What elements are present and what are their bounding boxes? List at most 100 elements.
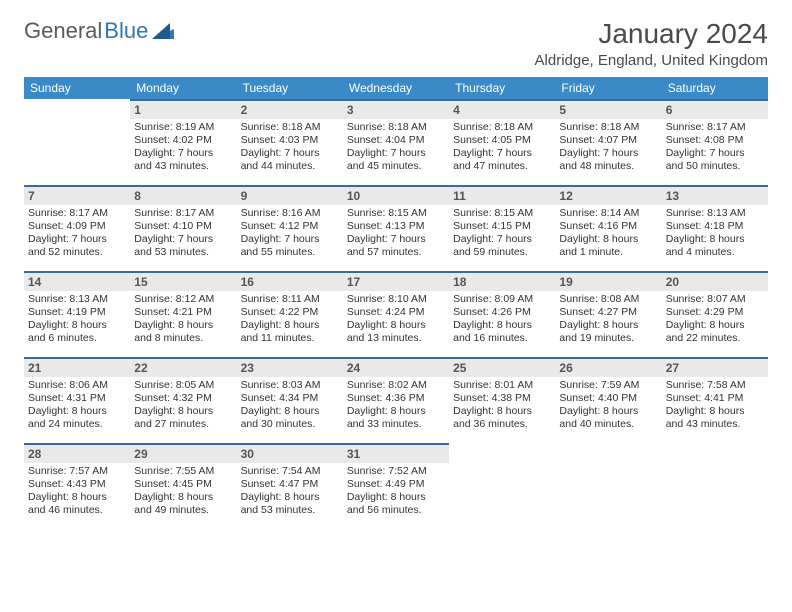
brand-name-2: Blue — [104, 18, 148, 44]
calendar-cell: 25Sunrise: 8:01 AMSunset: 4:38 PMDayligh… — [449, 357, 555, 443]
day-number: 20 — [662, 273, 768, 291]
sunset-line: Sunset: 4:36 PM — [347, 392, 445, 405]
daylight-line: Daylight: 8 hours and 11 minutes. — [241, 319, 339, 345]
day-number: 30 — [237, 445, 343, 463]
calendar-cell — [24, 99, 130, 185]
day-number: 4 — [449, 101, 555, 119]
sunrise-line: Sunrise: 7:59 AM — [559, 379, 657, 392]
sunset-line: Sunset: 4:47 PM — [241, 478, 339, 491]
sunrise-line: Sunrise: 8:05 AM — [134, 379, 232, 392]
day-number: 15 — [130, 273, 236, 291]
calendar-cell: 7Sunrise: 8:17 AMSunset: 4:09 PMDaylight… — [24, 185, 130, 271]
day-number: 6 — [662, 101, 768, 119]
sunrise-line: Sunrise: 8:16 AM — [241, 207, 339, 220]
weekday-header: Monday — [130, 77, 236, 99]
calendar-cell: 6Sunrise: 8:17 AMSunset: 4:08 PMDaylight… — [662, 99, 768, 185]
sunrise-line: Sunrise: 8:13 AM — [666, 207, 764, 220]
daylight-line: Daylight: 7 hours and 45 minutes. — [347, 147, 445, 173]
weekday-header: Tuesday — [237, 77, 343, 99]
daylight-line: Daylight: 8 hours and 13 minutes. — [347, 319, 445, 345]
sunset-line: Sunset: 4:31 PM — [28, 392, 126, 405]
sunset-line: Sunset: 4:43 PM — [28, 478, 126, 491]
day-number: 19 — [555, 273, 661, 291]
page-title: January 2024 — [535, 18, 768, 50]
sunset-line: Sunset: 4:27 PM — [559, 306, 657, 319]
sunrise-line: Sunrise: 8:18 AM — [453, 121, 551, 134]
sunset-line: Sunset: 4:15 PM — [453, 220, 551, 233]
day-number: 17 — [343, 273, 449, 291]
sunrise-line: Sunrise: 7:58 AM — [666, 379, 764, 392]
calendar-cell: 18Sunrise: 8:09 AMSunset: 4:26 PMDayligh… — [449, 271, 555, 357]
day-number: 1 — [130, 101, 236, 119]
day-number: 31 — [343, 445, 449, 463]
calendar-header-row: SundayMondayTuesdayWednesdayThursdayFrid… — [24, 77, 768, 99]
day-number: 16 — [237, 273, 343, 291]
calendar-cell — [662, 443, 768, 529]
sunrise-line: Sunrise: 8:10 AM — [347, 293, 445, 306]
sunset-line: Sunset: 4:22 PM — [241, 306, 339, 319]
day-number: 11 — [449, 187, 555, 205]
daylight-line: Daylight: 8 hours and 33 minutes. — [347, 405, 445, 431]
daylight-line: Daylight: 7 hours and 44 minutes. — [241, 147, 339, 173]
sunrise-line: Sunrise: 8:15 AM — [347, 207, 445, 220]
sunset-line: Sunset: 4:08 PM — [666, 134, 764, 147]
calendar-cell: 21Sunrise: 8:06 AMSunset: 4:31 PMDayligh… — [24, 357, 130, 443]
calendar-cell: 30Sunrise: 7:54 AMSunset: 4:47 PMDayligh… — [237, 443, 343, 529]
header: GeneralBlue January 2024 Aldridge, Engla… — [24, 18, 768, 69]
sunset-line: Sunset: 4:40 PM — [559, 392, 657, 405]
sunrise-line: Sunrise: 8:18 AM — [241, 121, 339, 134]
day-number: 22 — [130, 359, 236, 377]
day-number: 29 — [130, 445, 236, 463]
calendar-cell: 15 Sunrise: 8:12 AMSunset: 4:21 PMDayligh… — [130, 271, 236, 357]
weekday-header: Sunday — [24, 77, 130, 99]
calendar-cell: 12Sunrise: 8:14 AMSunset: 4:16 PMDayligh… — [555, 185, 661, 271]
weekday-header: Thursday — [449, 77, 555, 99]
calendar-body: 1Sunrise: 8:19 AMSunset: 4:02 PMDaylight… — [24, 99, 768, 529]
sunrise-line: Sunrise: 8:17 AM — [134, 207, 232, 220]
sunrise-line: Sunrise: 8:18 AM — [559, 121, 657, 134]
daylight-line: Daylight: 7 hours and 52 minutes. — [28, 233, 126, 259]
day-number: 27 — [662, 359, 768, 377]
daylight-line: Daylight: 7 hours and 48 minutes. — [559, 147, 657, 173]
sunset-line: Sunset: 4:26 PM — [453, 306, 551, 319]
sunset-line: Sunset: 4:03 PM — [241, 134, 339, 147]
sunrise-line: Sunrise: 8:06 AM — [28, 379, 126, 392]
brand-flag-icon — [152, 23, 174, 39]
day-number: 9 — [237, 187, 343, 205]
calendar-cell: 31Sunrise: 7:52 AMSunset: 4:49 PMDayligh… — [343, 443, 449, 529]
daylight-line: Daylight: 8 hours and 19 minutes. — [559, 319, 657, 345]
sunrise-line: Sunrise: 8:02 AM — [347, 379, 445, 392]
sunrise-line: Sunrise: 8:09 AM — [453, 293, 551, 306]
daylight-line: Daylight: 8 hours and 1 minute. — [559, 233, 657, 259]
calendar-cell — [555, 443, 661, 529]
brand-name-1: General — [24, 18, 102, 44]
calendar-cell: 10Sunrise: 8:15 AMSunset: 4:13 PMDayligh… — [343, 185, 449, 271]
day-number: 3 — [343, 101, 449, 119]
location-text: Aldridge, England, United Kingdom — [535, 52, 768, 69]
weekday-header: Saturday — [662, 77, 768, 99]
sunset-line: Sunset: 4:21 PM — [134, 306, 232, 319]
daylight-line: Daylight: 8 hours and 8 minutes. — [134, 319, 232, 345]
day-number: 5 — [555, 101, 661, 119]
sunrise-line: Sunrise: 8:19 AM — [134, 121, 232, 134]
calendar-cell: 29Sunrise: 7:55 AMSunset: 4:45 PMDayligh… — [130, 443, 236, 529]
sunset-line: Sunset: 4:13 PM — [347, 220, 445, 233]
calendar-cell: 8Sunrise: 8:17 AMSunset: 4:10 PMDaylight… — [130, 185, 236, 271]
daylight-line: Daylight: 8 hours and 30 minutes. — [241, 405, 339, 431]
daylight-line: Daylight: 7 hours and 57 minutes. — [347, 233, 445, 259]
sunrise-line: Sunrise: 7:54 AM — [241, 465, 339, 478]
calendar-cell: 13Sunrise: 8:13 AMSunset: 4:18 PMDayligh… — [662, 185, 768, 271]
sunset-line: Sunset: 4:09 PM — [28, 220, 126, 233]
sunset-line: Sunset: 4:32 PM — [134, 392, 232, 405]
sunset-line: Sunset: 4:49 PM — [347, 478, 445, 491]
sunset-line: Sunset: 4:12 PM — [241, 220, 339, 233]
sunset-line: Sunset: 4:16 PM — [559, 220, 657, 233]
sunrise-line: Sunrise: 8:12 AM — [134, 293, 232, 306]
daylight-line: Daylight: 8 hours and 49 minutes. — [134, 491, 232, 517]
daylight-line: Daylight: 7 hours and 53 minutes. — [134, 233, 232, 259]
calendar-cell: 20Sunrise: 8:07 AMSunset: 4:29 PMDayligh… — [662, 271, 768, 357]
sunset-line: Sunset: 4:34 PM — [241, 392, 339, 405]
daylight-line: Daylight: 8 hours and 24 minutes. — [28, 405, 126, 431]
day-number: 2 — [237, 101, 343, 119]
day-number: 8 — [130, 187, 236, 205]
